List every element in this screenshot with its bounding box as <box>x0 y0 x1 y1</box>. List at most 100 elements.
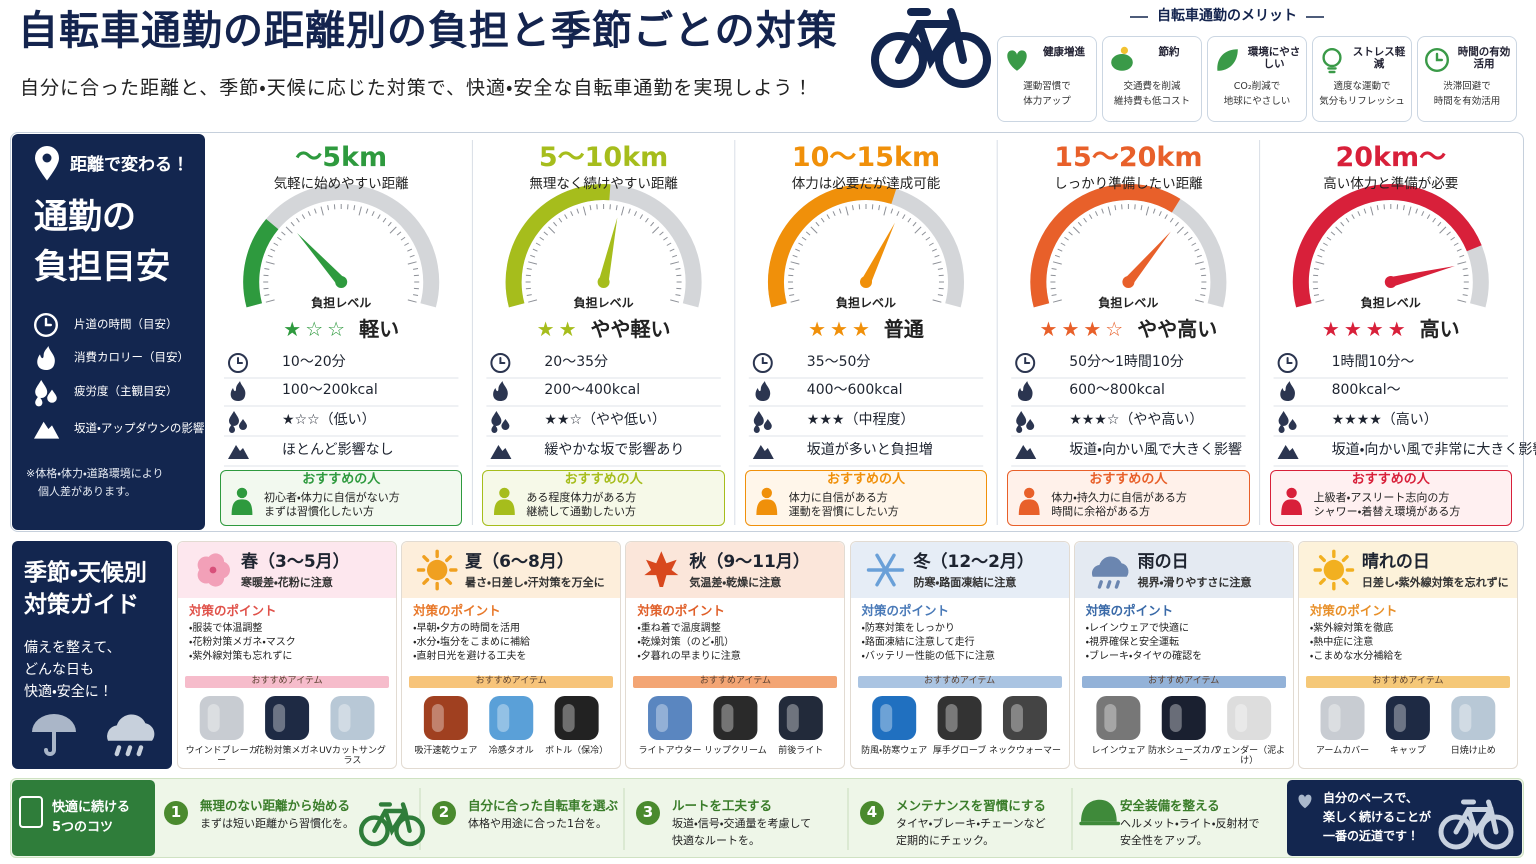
row-value: ★★★（中程度） <box>806 412 915 428</box>
recommend-box <box>482 470 725 526</box>
season-title: 秋（9～11月） <box>689 552 810 572</box>
level-stars: ★★★☆ <box>1039 317 1128 341</box>
recommend-title: おすすめの人 <box>826 472 905 487</box>
item-name: 厚手グローブ <box>932 746 987 756</box>
level-row: ★★ やや軽い <box>472 318 734 341</box>
point: ・紫外線対策も忘れずに <box>189 651 293 662</box>
row-value: ★★☆（やや低い） <box>544 412 667 428</box>
page-title: 自転車通勤の距離別の負担と季節ごとの対策 <box>18 8 838 54</box>
merit-label: 健康増進 <box>1043 46 1085 58</box>
season-sub: 日差し・紫外線対策を忘れずに <box>1361 576 1509 589</box>
season-sub: 気温差・乾燥に注意 <box>689 576 782 589</box>
row-value: 800kcal～ <box>1331 382 1401 398</box>
tips-title: 快適に続ける <box>52 800 131 815</box>
tip-title: ルートを工夫する <box>672 798 773 813</box>
level-label: 負担レベル <box>311 296 372 310</box>
items-heading: おすすめアイテム <box>251 676 323 686</box>
level-row: ★★★★ 高い <box>1260 318 1522 341</box>
season-title: 春（3～5月） <box>241 552 350 572</box>
recommend-text: 初心者・体力に自信がない方 <box>264 491 400 504</box>
season-sub: 暑さ・日差し・汗対策を万全に <box>465 576 605 589</box>
item-name: 防風・防寒ウェア <box>861 746 928 756</box>
item-name: ボトル（保冷） <box>545 746 609 756</box>
frame <box>895 8 967 70</box>
point: ・紫外線対策を徹底 <box>1309 623 1394 634</box>
level-stars: ★★ <box>536 317 581 341</box>
distance-sub: 体力は必要だが達成可能 <box>791 176 941 192</box>
season-side-text: 快適・安全に！ <box>24 684 113 700</box>
season-side-text: どんな日も <box>24 662 94 678</box>
season-sub: 防寒・路面凍結に注意 <box>913 576 1017 589</box>
level-row: ★☆☆ 軽い <box>210 318 472 341</box>
closing-text: 楽しく続けることが <box>1323 810 1432 824</box>
distance-sub: 高い体力と準備が必要 <box>1323 176 1459 192</box>
recommend-title: おすすめの人 <box>1089 472 1168 487</box>
point: ・夕暮れの早まりに注意 <box>637 651 741 662</box>
row-value: 100～200kcal <box>282 382 378 398</box>
point: ・重ね着で温度調整 <box>637 623 721 634</box>
distance-range: 20km～ <box>1335 142 1447 173</box>
level-text: やや軽い <box>590 317 671 341</box>
row-value: 600～800kcal <box>1069 382 1165 398</box>
season-title: 雨の日 <box>1137 552 1189 572</box>
season-title: 冬（12～2月） <box>913 552 1035 572</box>
row-value: 35～50分 <box>806 354 871 370</box>
recommend-box <box>220 470 463 526</box>
tips-side <box>12 780 155 856</box>
season-title: 夏（6～8月） <box>465 552 574 572</box>
legend-item: 消費カロリー（目安） <box>74 350 189 364</box>
level-stars: ★☆☆ <box>283 317 350 341</box>
item-name: レインウェア <box>1091 746 1146 756</box>
item-name: アームカバー <box>1315 746 1370 756</box>
level-label: 負担レベル <box>1098 296 1159 310</box>
distance-sub: 気軽に始めやすい距離 <box>273 176 409 192</box>
distance-range: 5～10km <box>538 142 669 173</box>
merits-heading: 自転車通勤のメリット <box>1157 8 1297 24</box>
merit-card <box>1102 36 1202 122</box>
point: ・早朝・夕方の時間を活用 <box>413 623 520 634</box>
recommend-box <box>744 470 988 526</box>
tip-text: 安全性をアップ。 <box>1120 834 1208 847</box>
item-name: 花粉対策メガネ <box>255 746 319 756</box>
row-value: 20～35分 <box>544 354 609 370</box>
distance-range: ～5km <box>295 142 388 173</box>
recommend-text: 運動を習慣にしたい方 <box>788 505 899 518</box>
row-value: 坂道・向かい風で非常に大きく影響 <box>1331 442 1536 458</box>
point: ・路面凍結に注意して走行 <box>861 637 975 648</box>
level-label: 負担レベル <box>573 296 634 310</box>
point: ・花粉対策メガネ・マスク <box>189 637 296 648</box>
recommend-title: おすすめの人 <box>1351 472 1430 487</box>
items-band <box>1305 676 1510 688</box>
wheel <box>871 32 927 88</box>
item-name: 防水シューズカバー <box>1147 746 1220 767</box>
row-value: ★★★★（高い） <box>1331 412 1438 428</box>
level-label: 負担レベル <box>835 296 896 310</box>
recommend-text: ある程度体力がある方 <box>526 491 637 504</box>
season-title: 晴れの日 <box>1361 552 1430 572</box>
side-title: 負担目安 <box>34 247 170 287</box>
tip-number: 1 <box>170 803 182 821</box>
merit-text: 時間を有効活用 <box>1433 96 1501 107</box>
merit-text: 交通費を削減 <box>1123 81 1181 92</box>
row-value: 400～600kcal <box>806 382 903 398</box>
row-value: ほとんど影響なし <box>282 442 394 458</box>
recommend-title: おすすめの人 <box>302 472 381 487</box>
tip-title: メンテナンスを習慣にする <box>896 798 1046 813</box>
points-heading: 対策のポイント <box>1085 603 1174 618</box>
closing-text: 自分のペースで、 <box>1323 791 1418 805</box>
tip-title: 自分に合った自転車を選ぶ <box>468 798 619 813</box>
row-value: 緩やかな坂で影響あり <box>544 442 685 458</box>
merit-label: ストレス軽減 <box>1352 46 1406 71</box>
recommend-box <box>1007 470 1250 526</box>
level-text: 普通 <box>883 317 924 341</box>
season-side-title: 対策ガイド <box>24 592 139 618</box>
point: ・乾燥対策（のど・肌） <box>637 637 735 648</box>
item-name: ウインドブレーカー <box>185 746 258 767</box>
level-text: 高い <box>1419 317 1460 341</box>
point: ・熱中症に注意 <box>1309 637 1374 648</box>
points-heading: 対策のポイント <box>637 603 725 618</box>
merit-label: 節約 <box>1158 46 1180 58</box>
wheel <box>935 32 991 88</box>
points-heading: 対策のポイント <box>189 603 277 618</box>
